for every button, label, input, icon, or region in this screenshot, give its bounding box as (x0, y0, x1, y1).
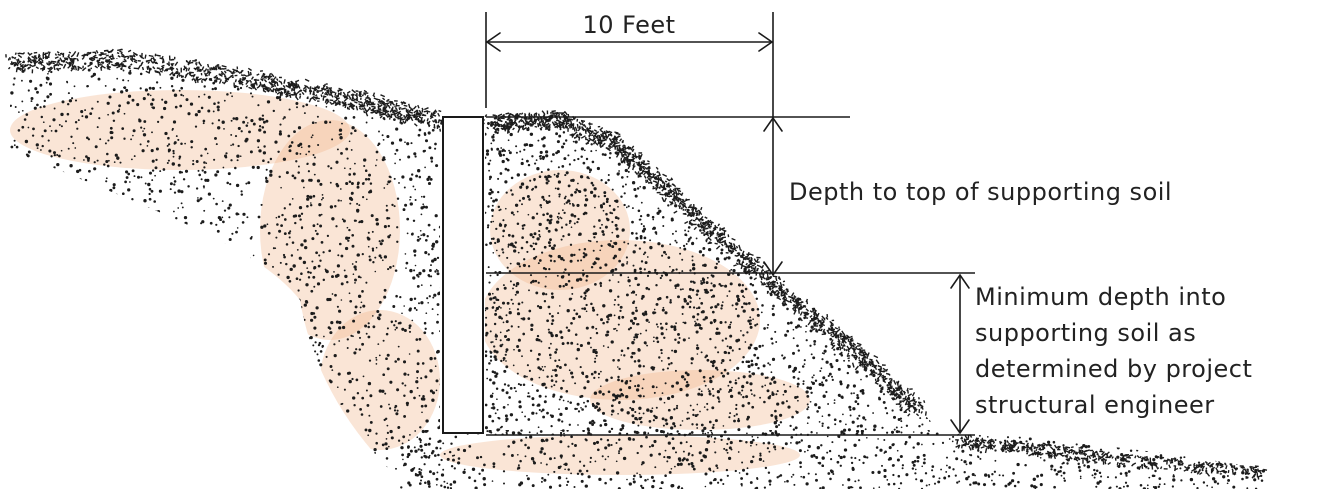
min-depth-label-line-4: structural engineer (975, 391, 1215, 419)
arrow-up-icon (763, 116, 783, 132)
depth-to-top-dimension: Depth to top of supporting soil (486, 116, 1172, 277)
arrow-right-icon (758, 32, 774, 52)
foundation-pier (442, 116, 484, 434)
min-depth-label-line-3: determined by project (975, 355, 1252, 383)
min-depth-label-line-2: supporting soil as (975, 319, 1196, 347)
width-dimension-label: 10 Feet (582, 11, 675, 39)
upslope-soil-stipple (10, 56, 440, 470)
arrow-down-icon (763, 261, 783, 277)
minimum-depth-dimension: Minimum depth into supporting soil as de… (486, 272, 1252, 436)
arrow-down-icon (950, 419, 970, 435)
width-dimension: 10 Feet (485, 11, 774, 275)
min-depth-label-line-1: Minimum depth into (975, 283, 1226, 311)
depth-to-top-label: Depth to top of supporting soil (789, 178, 1172, 206)
slope-soil-stipple (485, 116, 935, 435)
arrow-left-icon (485, 32, 501, 52)
arrow-up-icon (950, 273, 970, 289)
